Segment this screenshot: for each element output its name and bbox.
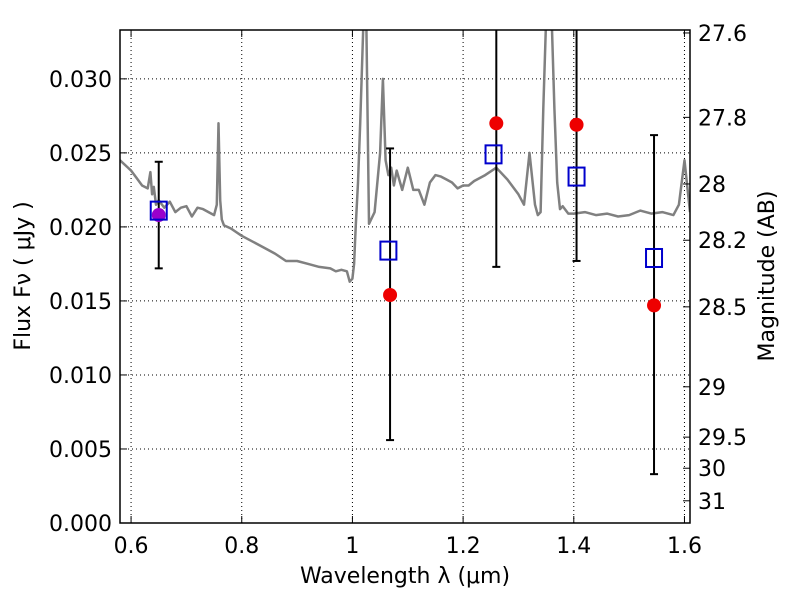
model-point — [484, 144, 503, 165]
right-tick-label: 27.6 — [698, 22, 747, 47]
axis-labels: Wavelength λ (μm) Flux Fν ( μJy ) Magnit… — [11, 191, 780, 589]
y-tick-label: 0.025 — [49, 142, 112, 167]
y-tick-label: 0.030 — [49, 68, 112, 93]
y-tick-label: 0.015 — [49, 290, 112, 315]
y-right-axis-label: Magnitude (AB) — [755, 191, 780, 362]
y-tick-label: 0.010 — [49, 364, 112, 389]
x-tick-label: 1.2 — [446, 534, 481, 559]
model-point — [645, 247, 664, 268]
axis-ticks: 0.6 0.8 1 1.2 1.4 1.6 0.000 0.005 0.010 0.015 0.02… — [49, 22, 747, 559]
x-tick-label: 1.6 — [667, 534, 702, 559]
right-tick-label: 27.8 — [698, 106, 747, 131]
right-tick-label: 31 — [698, 490, 726, 515]
observed-point — [383, 288, 398, 303]
spectrum-line — [120, 30, 690, 283]
right-tick-label: 28 — [698, 173, 726, 198]
observed-point — [489, 116, 504, 131]
right-tick-label: 29.5 — [698, 426, 747, 451]
observed-point — [569, 117, 584, 132]
x-tick-label: 1.4 — [556, 534, 591, 559]
observed-point — [151, 208, 166, 223]
data-markers — [149, 30, 664, 476]
right-tick-label: 30 — [698, 457, 726, 482]
right-tick-label: 28.2 — [698, 229, 747, 254]
y-tick-label: 0.000 — [49, 512, 112, 537]
x-tick-label: 0.6 — [114, 534, 149, 559]
observed-point — [647, 298, 662, 313]
x-tick-label: 0.8 — [224, 534, 259, 559]
y-axis-label: Flux Fν ( μJy ) — [11, 201, 36, 350]
plot-frame — [119, 29, 691, 524]
model-point — [567, 166, 586, 187]
y-tick-label: 0.005 — [49, 438, 112, 463]
grid-lines — [120, 30, 690, 524]
right-tick-label: 29 — [698, 376, 726, 401]
x-tick-label: 1 — [345, 534, 359, 559]
plot-area — [120, 30, 690, 283]
right-tick-label: 28.5 — [698, 296, 747, 321]
y-tick-label: 0.020 — [49, 216, 112, 241]
model-point — [379, 240, 398, 261]
x-axis-label: Wavelength λ (μm) — [300, 564, 510, 589]
model-point — [149, 200, 168, 221]
